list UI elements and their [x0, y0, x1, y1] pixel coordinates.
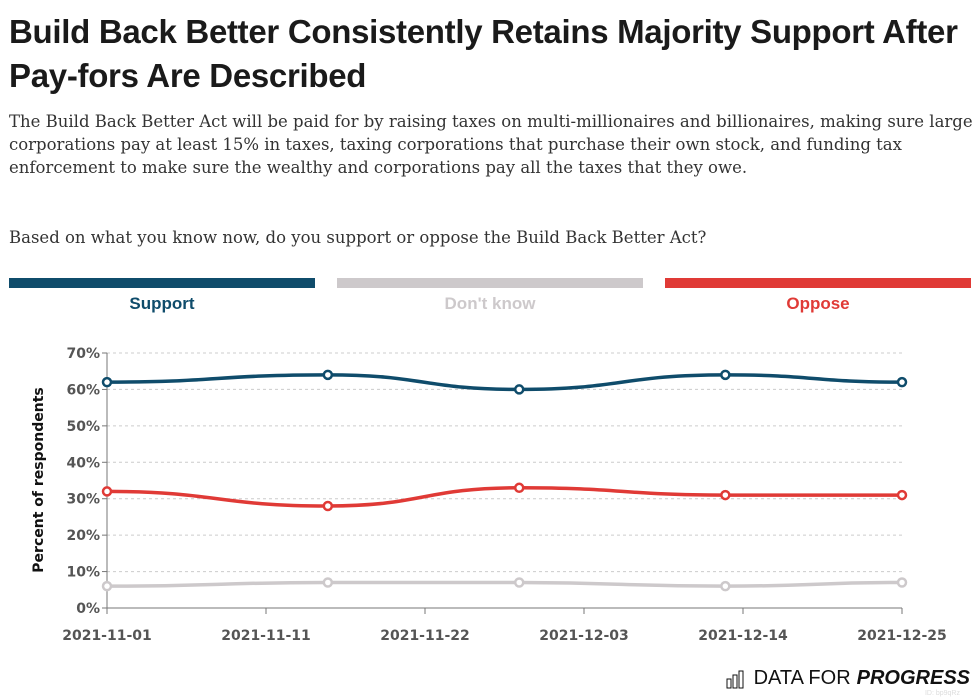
y-tick-label: 50% [66, 419, 100, 435]
series-line-oppose [106, 486, 902, 508]
line-chart: 0% 10% 20% 30% 40% 50% 60% 70% 2021-11-01 2021-11… [31, 346, 947, 644]
data-point-oppose [513, 482, 525, 494]
y-tick-label: 60% [66, 382, 100, 398]
data-point-oppose [322, 500, 334, 512]
data-point-oppose [896, 489, 908, 501]
watermark: ID: bp9qRz [924, 690, 960, 697]
y-axis-label: Percent of respondents [31, 387, 47, 572]
chart-title: Build Back Better Consistently Retains M… [9, 13, 958, 94]
data-point-oppose [720, 489, 731, 501]
data-point-oppose [101, 486, 113, 497]
x-tick-label: 2021-12-14 [698, 628, 788, 644]
legend-support-swatch [9, 278, 315, 288]
legend-oppose-swatch [665, 278, 971, 288]
data-point-don-t-know [322, 577, 334, 588]
y-tick-label: 0% [76, 601, 100, 617]
y-tick-label: 10% [66, 565, 100, 581]
series-line-don-t-know [106, 580, 903, 588]
data-for-progress-logo: DATA FOR PROGRESS [726, 667, 970, 690]
x-tick-label: 2021-12-25 [857, 628, 947, 644]
chart-description: The Build Back Better Act will be paid f… [9, 112, 973, 177]
data-point-don-t-know [896, 577, 908, 588]
data-point-support [720, 369, 731, 381]
legend-dont-know-swatch [337, 278, 643, 288]
y-tick-label: 40% [66, 455, 100, 471]
series-line-support [106, 373, 903, 392]
y-tick-label: 30% [66, 492, 100, 508]
bar-chart-icon [726, 670, 744, 688]
data-point-support [513, 384, 525, 395]
legend-dont-know-label: Don't know [444, 294, 536, 313]
x-tick-label: 2021-11-11 [221, 628, 311, 644]
legend-support: Support [9, 278, 315, 314]
x-tick-label: 2021-11-01 [62, 628, 152, 644]
data-point-support [322, 369, 334, 381]
data-point-support [896, 376, 908, 388]
legend-dont-know: Don't know [337, 278, 643, 314]
logo-text-light: DATA FOR [753, 667, 851, 689]
data-point-don-t-know [720, 580, 731, 592]
data-point-don-t-know [101, 580, 113, 592]
x-tick-label: 2021-12-03 [539, 628, 629, 644]
data-point-support [101, 376, 113, 388]
logo-text-bold: PROGRESS [856, 667, 970, 689]
y-tick-label: 20% [66, 528, 100, 544]
data-point-don-t-know [513, 577, 525, 588]
y-tick-label: 70% [66, 346, 100, 362]
survey-question: Based on what you know now, do you suppo… [9, 228, 707, 247]
legend-oppose: Oppose [665, 278, 971, 314]
legend-oppose-label: Oppose [786, 294, 850, 313]
x-tick-label: 2021-11-22 [380, 628, 470, 644]
legend-support-label: Support [129, 294, 195, 313]
